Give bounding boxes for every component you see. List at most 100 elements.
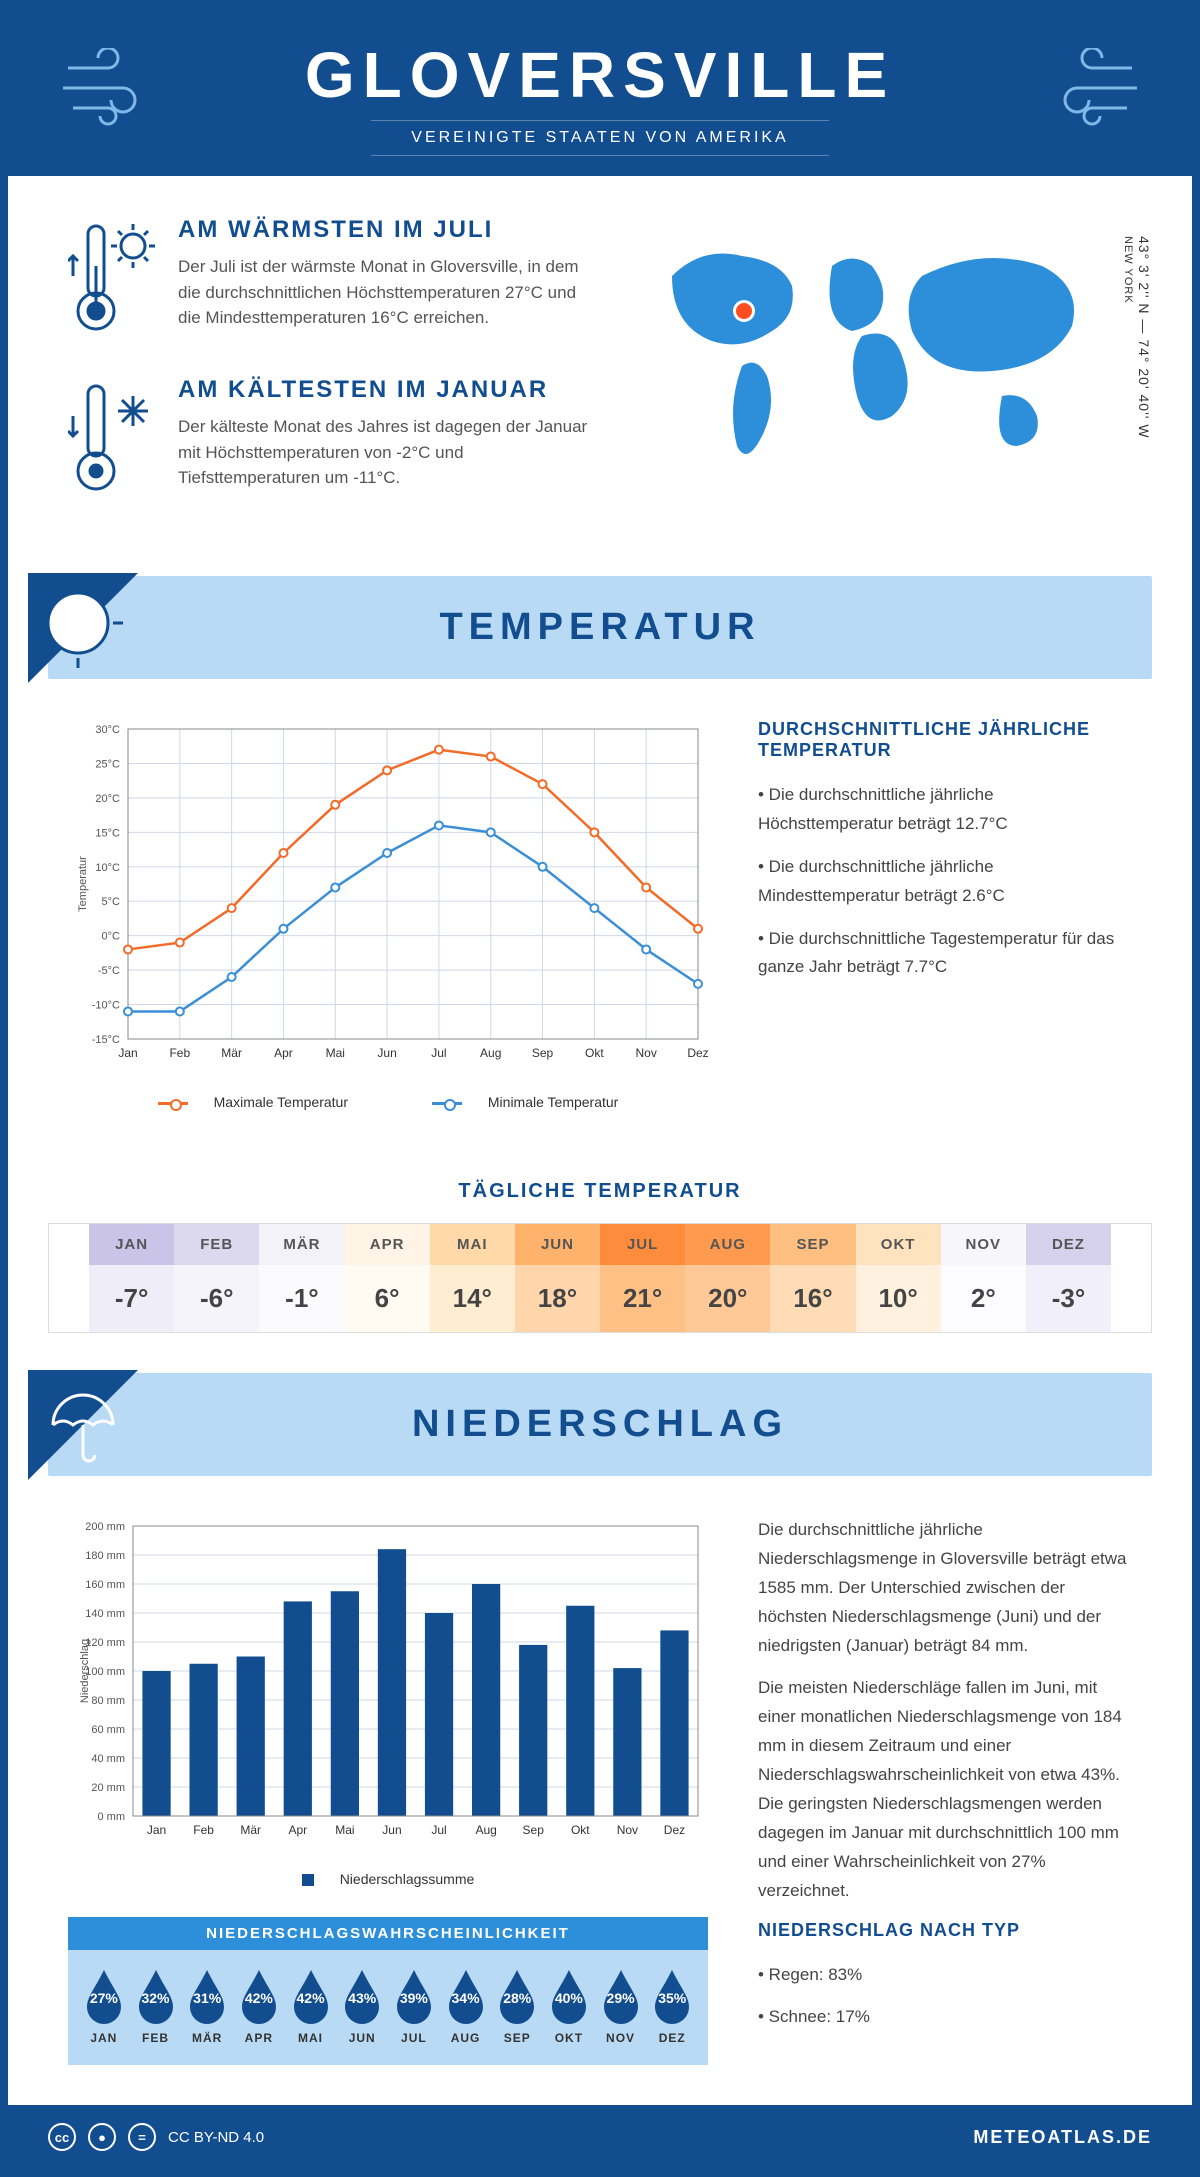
precip-prob-cell: 31%MÄR [181, 1965, 233, 2045]
daily-temp-cell: MÄR-1° [259, 1224, 344, 1332]
intro-section: AM WÄRMSTEN IM JULI Der Juli ist der wär… [8, 176, 1192, 576]
svg-text:180 mm: 180 mm [85, 1550, 125, 1562]
svg-text:Feb: Feb [169, 1046, 190, 1060]
svg-text:Dez: Dez [664, 1823, 685, 1837]
svg-text:Dez: Dez [687, 1046, 708, 1060]
intro-right: 43° 3' 2'' N — 74° 20' 40'' W NEW YORK [632, 216, 1132, 536]
precip-type-b1: • Regen: 83% [758, 1961, 1132, 1990]
avg-temp-b1: • Die durchschnittliche jährliche Höchst… [758, 781, 1132, 839]
svg-text:160 mm: 160 mm [85, 1579, 125, 1591]
precip-content: 0 mm20 mm40 mm60 mm80 mm100 mm120 mm140 … [8, 1476, 1192, 2105]
svg-text:20 mm: 20 mm [91, 1782, 125, 1794]
svg-text:Nov: Nov [617, 1823, 638, 1837]
daily-temp-cell: JUL21° [600, 1224, 685, 1332]
precip-prob-cell: 27%JAN [78, 1965, 130, 2045]
svg-text:Jul: Jul [431, 1046, 446, 1060]
temp-text-col: DURCHSCHNITTLICHE JÄHRLICHE TEMPERATUR •… [758, 719, 1132, 1120]
precip-banner: NIEDERSCHLAG [48, 1373, 1152, 1476]
svg-text:Feb: Feb [193, 1823, 214, 1837]
thermometer-sun-icon [68, 216, 158, 336]
sun-icon [28, 573, 138, 683]
daily-temp-cell: OKT10° [856, 1224, 941, 1332]
page: GLOVERSVILLE VEREINIGTE STAATEN VON AMER… [0, 0, 1200, 2177]
svg-text:120 mm: 120 mm [85, 1637, 125, 1649]
warmest-block: AM WÄRMSTEN IM JULI Der Juli ist der wär… [68, 216, 592, 336]
svg-text:100 mm: 100 mm [85, 1666, 125, 1678]
svg-text:Mär: Mär [240, 1823, 261, 1837]
svg-text:60 mm: 60 mm [91, 1724, 125, 1736]
coldest-block: AM KÄLTESTEN IM JANUAR Der kälteste Mona… [68, 376, 592, 496]
svg-text:Okt: Okt [585, 1046, 604, 1060]
temp-content: -15°C-10°C-5°C0°C5°C10°C15°C20°C25°C30°C… [8, 679, 1192, 1160]
coldest-heading: AM KÄLTESTEN IM JANUAR [178, 376, 592, 404]
svg-text:80 mm: 80 mm [91, 1695, 125, 1707]
svg-text:Mai: Mai [326, 1046, 345, 1060]
svg-text:Okt: Okt [571, 1823, 590, 1837]
daily-temp-title: TÄGLICHE TEMPERATUR [8, 1180, 1192, 1203]
precip-type-heading: NIEDERSCHLAG NACH TYP [758, 1920, 1132, 1941]
precip-chart-col: 0 mm20 mm40 mm60 mm80 mm100 mm120 mm140 … [68, 1516, 708, 2065]
svg-text:Aug: Aug [480, 1046, 501, 1060]
svg-text:Apr: Apr [274, 1046, 293, 1060]
precip-prob-cell: 28%SEP [491, 1965, 543, 2045]
svg-text:Jul: Jul [431, 1823, 446, 1837]
precip-prob-cell: 42%MAI [285, 1965, 337, 2045]
svg-text:-10°C: -10°C [92, 1000, 120, 1012]
city-title: GLOVERSVILLE [8, 38, 1192, 112]
svg-text:5°C: 5°C [102, 896, 121, 908]
temp-title: TEMPERATUR [48, 606, 1152, 649]
warmest-text: Der Juli ist der wärmste Monat in Glover… [178, 254, 592, 331]
precip-legend: Niederschlagssumme [68, 1861, 708, 1897]
svg-text:Nov: Nov [636, 1046, 657, 1060]
svg-text:Niederschlag: Niederschlag [79, 1639, 91, 1703]
precip-prob-cell: 29%NOV [595, 1965, 647, 2045]
daily-temp-cell: JUN18° [515, 1224, 600, 1332]
daily-temp-cell: FEB-6° [174, 1224, 259, 1332]
coordinates: 43° 3' 2'' N — 74° 20' 40'' W NEW YORK [1120, 236, 1152, 439]
svg-text:-5°C: -5°C [98, 965, 120, 977]
svg-text:40 mm: 40 mm [91, 1753, 125, 1765]
svg-text:Temperatur: Temperatur [77, 856, 89, 912]
temp-legend: Maximale Temperatur Minimale Temperatur [68, 1084, 708, 1120]
world-map [632, 216, 1092, 496]
umbrella-icon [28, 1370, 138, 1480]
intro-left: AM WÄRMSTEN IM JULI Der Juli ist der wär… [68, 216, 592, 536]
svg-text:Sep: Sep [523, 1823, 545, 1837]
svg-text:Mär: Mär [221, 1046, 242, 1060]
precip-text-1: Die durchschnittliche jährliche Niedersc… [758, 1516, 1132, 1660]
cc-icon: cc [48, 2123, 76, 2151]
svg-text:Mai: Mai [335, 1823, 354, 1837]
footer: cc ● = CC BY-ND 4.0 METEOATLAS.DE [8, 2105, 1192, 2169]
daily-temp-cell: AUG20° [685, 1224, 770, 1332]
precip-title: NIEDERSCHLAG [48, 1403, 1152, 1446]
svg-text:Apr: Apr [288, 1823, 307, 1837]
daily-temp-cell: SEP16° [770, 1224, 855, 1332]
precip-type-b2: • Schnee: 17% [758, 2003, 1132, 2032]
precip-prob-cell: 40%OKT [543, 1965, 595, 2045]
precip-prob-cell: 32%FEB [130, 1965, 182, 2045]
svg-text:25°C: 25°C [95, 758, 120, 770]
thermometer-snow-icon [68, 376, 158, 496]
nd-icon: = [128, 2123, 156, 2151]
precip-prob-cell: 42%APR [233, 1965, 285, 2045]
brand: METEOATLAS.DE [973, 2127, 1152, 2148]
precip-text-col: Die durchschnittliche jährliche Niedersc… [758, 1516, 1132, 2065]
svg-text:0°C: 0°C [102, 931, 121, 943]
svg-text:Jan: Jan [118, 1046, 137, 1060]
precipitation-bar-chart: 0 mm20 mm40 mm60 mm80 mm100 mm120 mm140 … [68, 1516, 708, 1856]
svg-text:-15°C: -15°C [92, 1034, 120, 1046]
daily-temp-cell: DEZ-3° [1026, 1224, 1111, 1332]
precip-prob-cell: 35%DEZ [646, 1965, 698, 2045]
svg-text:15°C: 15°C [95, 827, 120, 839]
precip-prob-cell: 34%AUG [440, 1965, 492, 2045]
svg-text:Sep: Sep [532, 1046, 554, 1060]
svg-text:Aug: Aug [475, 1823, 496, 1837]
license: cc ● = CC BY-ND 4.0 [48, 2123, 264, 2151]
wind-icon-right [1042, 48, 1142, 128]
svg-text:10°C: 10°C [95, 862, 120, 874]
avg-temp-heading: DURCHSCHNITTLICHE JÄHRLICHE TEMPERATUR [758, 719, 1132, 761]
temp-banner: TEMPERATUR [48, 576, 1152, 679]
daily-temp-table: JAN-7°FEB-6°MÄR-1°APR6°MAI14°JUN18°JUL21… [48, 1223, 1152, 1333]
svg-text:Jun: Jun [377, 1046, 396, 1060]
avg-temp-b2: • Die durchschnittliche jährliche Mindes… [758, 853, 1132, 911]
